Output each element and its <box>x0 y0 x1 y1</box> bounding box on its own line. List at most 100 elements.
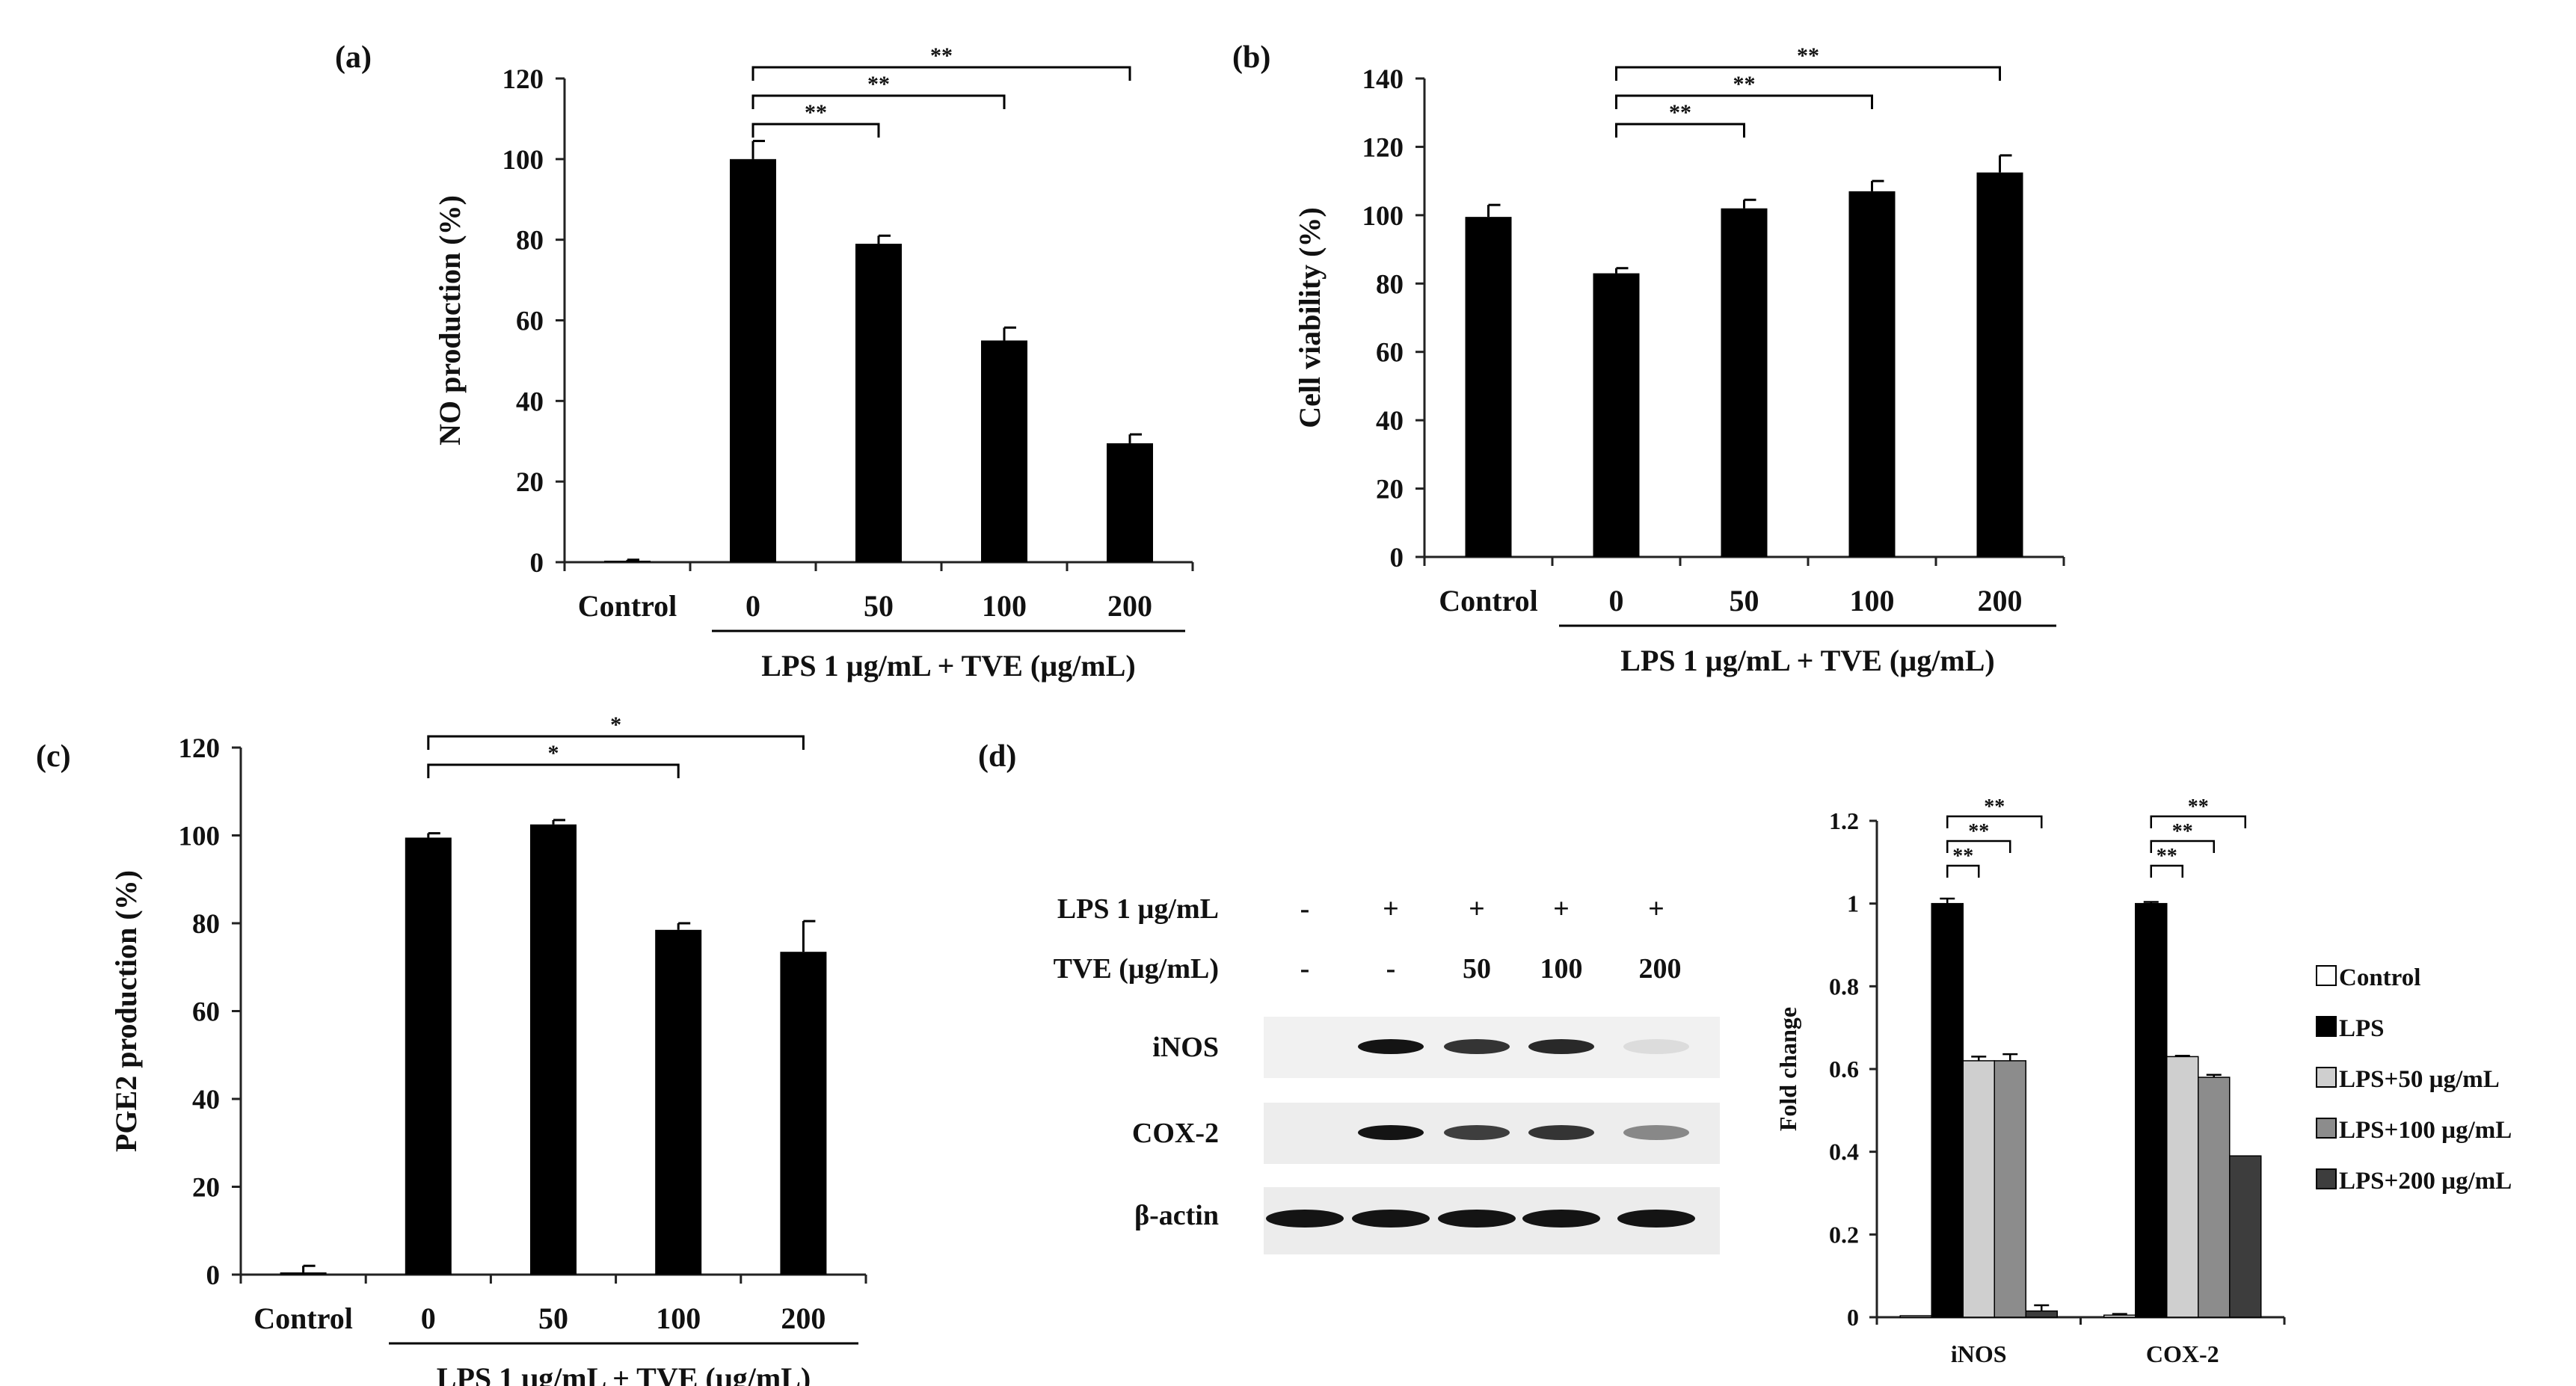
significance-label: ** <box>930 43 953 68</box>
blot-band-cox2 <box>1528 1125 1594 1140</box>
significance-bracket <box>427 735 805 750</box>
significance-bracket <box>751 123 880 138</box>
bar <box>2103 1314 2136 1318</box>
significance-bracket <box>1615 94 1873 109</box>
bar <box>1593 273 1640 557</box>
y-tick-label: 1.2 <box>1829 807 1859 834</box>
blot-tve-label: TVE (µg/mL) <box>1054 953 1219 985</box>
blot-band-beta-actin <box>1617 1210 1695 1228</box>
panel-label-b: (b) <box>1232 40 1270 75</box>
western-blot-image <box>1264 1017 1720 1254</box>
chart-pge2-production: 0 20 40 60 80 100 120 Control 0 50 100 200 LPS 1 µg/… <box>109 712 867 1386</box>
significance-bracket <box>1615 123 1745 138</box>
legend-label: LPS+50 µg/mL <box>2339 1066 2500 1093</box>
y-axis-title: Cell viability (%) <box>1293 207 1327 428</box>
blot-band-inos <box>1623 1039 1689 1054</box>
blot-band-cox2 <box>1623 1125 1689 1140</box>
x-axis-title: LPS 1 µg/mL + TVE (µg/mL) <box>437 1361 811 1386</box>
chart-cell-viability: 0 20 40 60 80 100 120 140 Control 0 50 100 200 LPS 1 … <box>1293 43 2065 677</box>
x-tick-label: Control <box>578 589 677 623</box>
significance-bracket <box>2150 840 2215 853</box>
blot-lps-sign: + <box>1648 893 1664 925</box>
significance-label: * <box>548 741 559 766</box>
bar <box>1721 208 1768 557</box>
x-tick-label: 50 <box>1730 584 1759 617</box>
y-tick-label: 140 <box>1362 64 1404 95</box>
legend-swatch <box>2316 1168 2337 1189</box>
y-axis-title: Fold change <box>1774 1007 1801 1131</box>
significance-label: ** <box>2172 820 2193 843</box>
panel-label-c: (c) <box>36 739 71 774</box>
blot-band-cox2 <box>1444 1125 1510 1140</box>
y-tick-label: 120 <box>179 733 221 764</box>
y-tick-label: 40 <box>1376 406 1404 437</box>
significance-label: ** <box>1968 820 1989 843</box>
bar <box>2166 1056 2199 1318</box>
blot-lps-sign: + <box>1383 893 1399 925</box>
bar <box>1465 217 1512 557</box>
significance-bracket <box>751 66 1131 81</box>
y-axis-title: PGE2 production (%) <box>109 870 143 1152</box>
bar <box>1899 1315 1932 1318</box>
x-axis-title: LPS 1 µg/mL + TVE (µg/mL) <box>1620 644 1994 677</box>
x-tick-label: 200 <box>1978 584 2023 617</box>
x-tick-label: Control <box>253 1302 353 1335</box>
bar <box>2025 1310 2058 1318</box>
x-tick-label: COX-2 <box>2146 1340 2219 1367</box>
y-tick-label: 0 <box>206 1260 221 1291</box>
bar <box>1962 1060 1995 1318</box>
bar <box>855 244 902 562</box>
chart-no-production: 0 20 40 60 80 100 120 Control 0 50 100 200 LPS 1 µg/… <box>433 43 1194 683</box>
y-tick-label: 100 <box>179 822 221 852</box>
blot-band-beta-actin <box>1352 1210 1430 1228</box>
bar <box>1848 191 1896 557</box>
bar <box>780 952 827 1275</box>
x-tick-label: 50 <box>864 589 894 623</box>
x-axis-title: LPS 1 µg/mL + TVE (µg/mL) <box>761 649 1135 683</box>
y-tick-label: 0.4 <box>1829 1139 1859 1165</box>
blot-tve-value: 200 <box>1639 953 1682 985</box>
x-tick-label: 100 <box>656 1302 701 1335</box>
bar <box>405 837 452 1275</box>
bar <box>1976 172 2023 557</box>
bar <box>981 340 1027 562</box>
y-tick-label: 20 <box>516 467 544 498</box>
y-axis-title: NO production (%) <box>433 195 467 446</box>
y-tick-label: 80 <box>192 909 220 940</box>
bar <box>2135 902 2168 1318</box>
blot-tve-value: 50 <box>1463 953 1491 985</box>
y-tick-label: 20 <box>192 1173 220 1204</box>
y-tick-label: 20 <box>1376 475 1404 505</box>
y-tick-label: 100 <box>1362 201 1404 232</box>
legend-label: LPS+100 µg/mL <box>2339 1117 2512 1144</box>
blot-row-label-beta-actin: β-actin <box>1134 1200 1219 1231</box>
bar <box>530 824 577 1275</box>
blot-band-beta-actin <box>1522 1210 1600 1228</box>
panel-label-d: (d) <box>978 739 1016 774</box>
y-tick-label: 120 <box>1362 132 1404 163</box>
blot-lps-sign: + <box>1469 893 1485 925</box>
x-tick-label: iNOS <box>1951 1340 2007 1367</box>
blot-band-inos <box>1528 1039 1594 1054</box>
y-tick-label: 40 <box>192 1085 220 1115</box>
bar <box>280 1272 327 1275</box>
x-tick-label: 200 <box>1107 589 1152 623</box>
bar <box>1994 1060 2026 1318</box>
significance-label: ** <box>2157 845 2177 868</box>
significance-label: ** <box>2188 795 2209 819</box>
significance-bracket <box>1946 864 1980 878</box>
significance-label: ** <box>805 100 827 125</box>
significance-label: ** <box>1669 100 1691 125</box>
x-tick-label: 100 <box>1850 584 1895 617</box>
y-tick-label: 0.6 <box>1829 1056 1859 1082</box>
significance-bracket <box>751 94 1006 109</box>
legend-swatch <box>2316 1118 2337 1139</box>
significance-bracket <box>1946 815 2043 828</box>
blot-band-beta-actin <box>1438 1210 1516 1228</box>
x-tick-label: 0 <box>746 589 760 623</box>
significance-label: ** <box>1984 795 2005 819</box>
x-tick-label: 100 <box>982 589 1027 623</box>
significance-bracket <box>1615 66 2001 81</box>
